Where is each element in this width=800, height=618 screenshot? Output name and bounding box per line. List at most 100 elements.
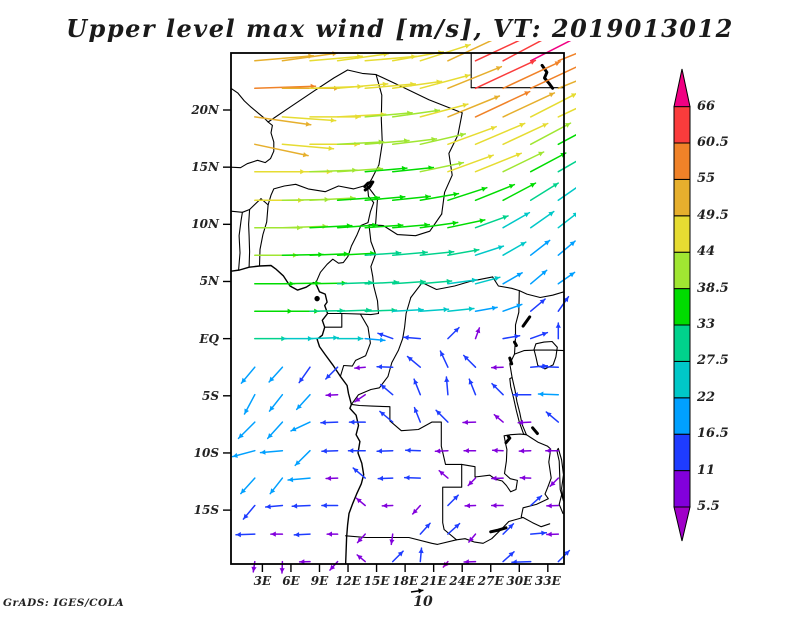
wind-vector (364, 251, 402, 256)
wind-vector-head (577, 184, 583, 189)
coastline (231, 264, 365, 564)
lake (531, 426, 539, 435)
wind-vector (447, 248, 480, 256)
wind-vector-head (590, 125, 596, 130)
wind-vector-head (481, 186, 487, 192)
lake-outline (533, 340, 558, 370)
wind-vector-head (550, 480, 556, 487)
wind-vector-head (515, 152, 522, 158)
wind-vector (336, 281, 374, 285)
wind-vector-head (425, 194, 431, 200)
wind-vector-head (327, 531, 332, 537)
lon-tick-label: 12E (335, 574, 361, 588)
wind-vector (364, 83, 417, 90)
wind-vector-head (458, 161, 464, 167)
wind-vector-head (260, 449, 266, 455)
wind-vector (557, 52, 576, 62)
wind-vector-head (491, 502, 497, 509)
wind-vector-head (440, 351, 445, 357)
wind-vector (502, 92, 556, 118)
wind-vector (419, 221, 459, 229)
wind-vector (364, 196, 406, 202)
wind-vector (419, 161, 465, 173)
wind-vector-head (299, 559, 305, 565)
lon-tick-label: 27E (477, 574, 504, 588)
colorbar-label: 44 (697, 244, 716, 260)
wind-vector-head (366, 307, 371, 313)
lake-outline (556, 447, 564, 502)
wind-vector-head (269, 405, 275, 412)
country-border (375, 74, 463, 114)
wind-vector-head (305, 121, 311, 127)
colorbar-label: 60.5 (697, 135, 729, 150)
wind-vector-head (326, 392, 332, 398)
reference-vector-arrow (410, 588, 424, 594)
wind-vector-head (572, 212, 576, 218)
country-border (339, 313, 371, 377)
wind-vector (447, 41, 493, 62)
country-border (345, 535, 458, 545)
wind-vector (474, 245, 505, 256)
wind-vector-head (464, 73, 470, 79)
wind-vector (254, 116, 312, 126)
wind-vector-head (418, 548, 424, 554)
wind-vector (474, 41, 520, 62)
wind-vector-head (413, 407, 419, 413)
wind-vector-head (464, 448, 469, 454)
wind-vector-head (328, 145, 334, 151)
wind-vector-head (584, 154, 590, 159)
wind-vector-head (565, 123, 571, 128)
wind-vector-head (539, 299, 546, 305)
wind-vector (502, 151, 545, 173)
wind-vector-head (354, 396, 361, 402)
wind-vector (281, 225, 329, 229)
country-border (442, 463, 463, 541)
lat-tick-label: 5N (199, 274, 219, 289)
wind-vector-head (444, 377, 450, 382)
wind-vector-head (240, 488, 246, 494)
wind-vector-head (491, 305, 498, 311)
wind-vector-head (468, 379, 474, 385)
colorbar-label: 49.5 (697, 207, 729, 223)
country-border (509, 353, 516, 379)
wind-vector-head (475, 327, 481, 334)
wind-vector-head (448, 249, 454, 255)
wind-vector (364, 111, 413, 118)
colorbar-label: 22 (697, 389, 716, 405)
wind-vector (502, 182, 537, 202)
lake (513, 340, 518, 347)
lake (363, 180, 375, 192)
wind-vector (557, 80, 576, 90)
lon-tick-label: 24E (449, 574, 476, 588)
wind-vector (391, 280, 426, 285)
wind-vector-head (571, 93, 576, 99)
lat-tick-label: 20N (191, 103, 219, 117)
wind-vector (281, 116, 337, 122)
country-border (267, 69, 349, 123)
wind-vector-head (465, 503, 471, 509)
wind-vector (391, 195, 431, 202)
wind-vector-head (462, 102, 468, 108)
wind-vector (391, 251, 428, 256)
wind-vector-head (453, 495, 459, 501)
wind-vector (502, 211, 531, 229)
wind-vector-head (541, 331, 548, 337)
wind-vector-head (453, 191, 459, 197)
wind-vector-head (597, 96, 603, 101)
wind-vector (364, 281, 400, 285)
wind-vector-head (520, 242, 526, 247)
wind-vector (391, 109, 441, 118)
wind-vector-head (523, 212, 530, 218)
wind-vector-head (377, 364, 382, 370)
wind-vector (336, 224, 379, 229)
colorbar-segment (673, 215, 691, 253)
colorbar-segment (673, 142, 691, 180)
lon-tick-label: 15E (363, 574, 390, 588)
wind-vector-head (349, 419, 355, 425)
wind-vector-head (320, 419, 326, 426)
wind-vector (254, 54, 315, 62)
wind-vector-head (236, 532, 241, 538)
wind-vector-head (564, 550, 570, 556)
wind-vector-head (378, 332, 384, 338)
wind-vector (336, 83, 389, 90)
